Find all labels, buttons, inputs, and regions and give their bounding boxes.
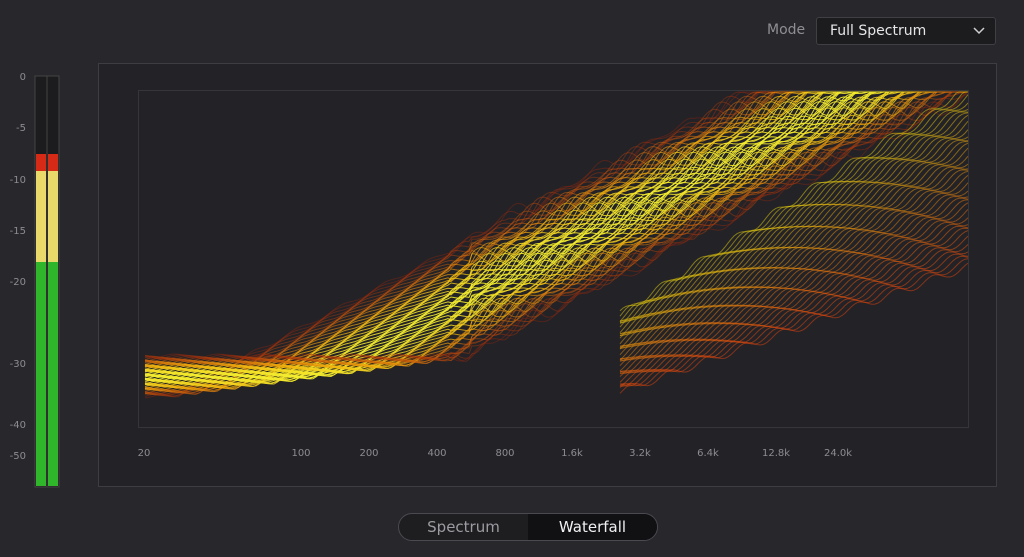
waterfall-trace <box>144 91 967 377</box>
waterfall-trace <box>144 91 967 383</box>
frequency-label: 20 <box>138 448 151 459</box>
waterfall-trace <box>619 255 968 387</box>
waterfall-trace <box>619 136 968 336</box>
waterfall-trace <box>619 169 968 347</box>
mode-dropdown[interactable]: Full Spectrum <box>816 17 996 45</box>
waterfall-trace <box>619 225 968 374</box>
waterfall-trace <box>619 251 968 387</box>
waterfall-trace <box>144 91 967 365</box>
meter-scale-label: -30 <box>10 359 26 370</box>
waterfall-trace <box>619 170 968 350</box>
frequency-label: 400 <box>427 448 446 459</box>
waterfall-trace <box>144 91 968 362</box>
waterfall-trace <box>144 91 967 376</box>
waterfall-trace <box>619 230 968 377</box>
waterfall-trace <box>619 199 968 361</box>
waterfall-trace <box>620 197 968 361</box>
waterfall-trace <box>619 195 968 361</box>
waterfall-trace <box>144 91 967 367</box>
meter-scale-label: -50 <box>10 451 26 462</box>
meter-scale-label: -10 <box>10 175 26 186</box>
waterfall-trace <box>144 92 968 362</box>
waterfall-trace <box>144 91 967 363</box>
plot-area <box>138 90 969 428</box>
dropdown-caret <box>973 27 985 35</box>
waterfall-trace <box>144 91 967 379</box>
meter-scale-label: -40 <box>10 420 26 431</box>
waterfall-button[interactable]: Waterfall <box>528 514 657 540</box>
waterfall-trace <box>619 168 968 348</box>
waterfall-trace <box>620 108 968 323</box>
waterfall-trace <box>145 91 967 361</box>
frequency-label: 12.8k <box>762 448 790 459</box>
waterfall-trace <box>144 93 968 360</box>
waterfall-trace <box>144 91 967 368</box>
waterfall-trace <box>144 91 968 362</box>
frequency-label: 100 <box>291 448 310 459</box>
mode-value: Full Spectrum <box>830 23 927 39</box>
waterfall-trace <box>619 253 968 387</box>
view-toggle: Spectrum Waterfall <box>398 513 658 541</box>
waterfall-trace <box>619 227 968 373</box>
waterfall-trace <box>619 142 968 339</box>
frequency-label: 24.0k <box>824 448 852 459</box>
waterfall-trace <box>144 91 967 361</box>
waterfall-trace <box>144 91 967 367</box>
meter-scale-label: 0 <box>20 72 26 83</box>
waterfall <box>144 91 968 399</box>
frequency-label: 1.6k <box>561 448 583 459</box>
meter-scale-label: -5 <box>16 123 26 134</box>
waterfall-trace <box>144 91 967 372</box>
frequency-label: 800 <box>495 448 514 459</box>
analyzer: 0 -5 -10 -15 -20 -30 -40 -50 20 100 200 400 800 1.6k… <box>10 63 997 488</box>
waterfall-trace <box>619 174 968 356</box>
meter-scale-label: -20 <box>10 277 26 288</box>
waterfall-trace <box>619 91 968 312</box>
waterfall-trace <box>619 163 968 349</box>
waterfall-trace <box>619 223 968 374</box>
meter-level <box>36 154 58 486</box>
frequency-label: 6.4k <box>697 448 719 459</box>
waterfall-trace <box>619 112 968 323</box>
waterfall-trace <box>619 111 968 322</box>
waterfall-trace <box>619 140 968 335</box>
waterfall-trace <box>619 258 968 388</box>
frequency-label: 3.2k <box>629 448 651 459</box>
waterfall-trace <box>144 91 967 363</box>
frequency-label: 200 <box>359 448 378 459</box>
waterfall-trace <box>619 139 968 335</box>
waterfall-trace <box>144 91 967 371</box>
waterfall-trace <box>144 91 967 382</box>
mode-label: Mode <box>767 22 806 38</box>
waterfall-trace <box>619 262 968 394</box>
waterfall-trace <box>144 91 967 372</box>
meter-scale-label: -15 <box>10 226 26 237</box>
spectrum-button[interactable]: Spectrum <box>427 518 500 536</box>
